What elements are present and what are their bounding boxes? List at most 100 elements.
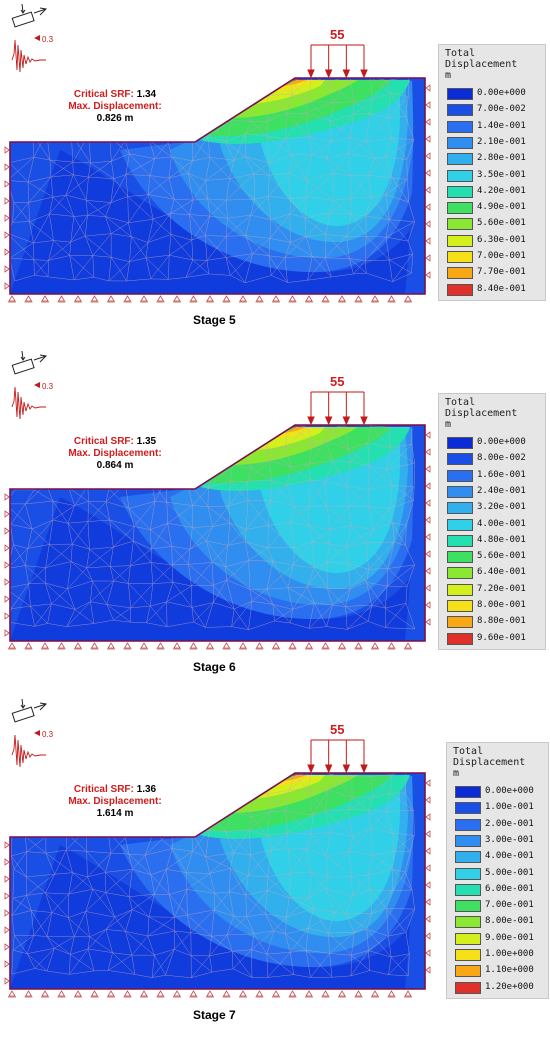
stage-label: Stage 5 [193, 313, 236, 327]
max-displacement-label: Max. Displacement: [60, 448, 170, 460]
pin-support-icon [124, 296, 132, 302]
legend-title-line: m [445, 419, 517, 430]
roller-support-icon [5, 266, 9, 272]
legend-value: 1.00e-001 [485, 802, 534, 812]
legend-value: 0.00e+000 [477, 437, 526, 447]
legend-value: 8.40e-001 [477, 284, 526, 294]
roller-support-icon [426, 238, 430, 244]
stage-label: Stage 6 [193, 660, 236, 674]
pin-support-icon [41, 991, 49, 997]
legend-value: 4.20e-001 [477, 186, 526, 196]
legend-swatch [447, 202, 473, 214]
roller-support-icon [426, 780, 430, 786]
pin-support-icon [206, 991, 214, 997]
roller-support-icon [426, 221, 430, 227]
roller-support-icon [426, 797, 430, 803]
legend-value: 2.10e-001 [477, 137, 526, 147]
pin-support-icon [91, 296, 99, 302]
pin-support-icon [272, 991, 280, 997]
pin-support-icon [8, 643, 16, 649]
legend-value: 1.20e+000 [485, 982, 534, 992]
roller-support-icon [5, 876, 9, 882]
pin-support-icon [289, 643, 297, 649]
pin-support-icon [322, 296, 330, 302]
roller-support-icon [426, 102, 430, 108]
legend-swatch [447, 519, 473, 531]
pin-support-icon [8, 991, 16, 997]
legend-value: 2.00e-001 [485, 819, 534, 829]
pin-support-icon [107, 296, 115, 302]
pin-support-icon [338, 991, 346, 997]
legend-value: 7.00e-001 [485, 900, 534, 910]
pin-support-icon [140, 643, 148, 649]
pin-support-icon [305, 296, 313, 302]
roller-support-icon [5, 927, 9, 933]
legend-swatch [447, 218, 473, 230]
pin-support-icon [404, 643, 412, 649]
pin-support-icon [206, 643, 214, 649]
pin-support-icon [74, 296, 82, 302]
roller-support-icon [5, 613, 9, 619]
legend-swatch [455, 900, 481, 912]
pin-support-icon [322, 643, 330, 649]
legend-swatch [455, 819, 481, 831]
legend-value: 8.00e-001 [477, 600, 526, 610]
roller-support-icon [426, 814, 430, 820]
pin-support-icon [256, 643, 264, 649]
pin-support-icon [25, 296, 33, 302]
pin-support-icon [41, 296, 49, 302]
pin-support-icon [371, 643, 379, 649]
pin-support-icon [223, 991, 231, 997]
roller-support-icon [5, 164, 9, 170]
legend-value: 3.20e-001 [477, 502, 526, 512]
legend-swatch [447, 584, 473, 596]
max-displacement-value: 1.614 m [60, 808, 170, 819]
roller-support-icon [426, 585, 430, 591]
seismic-waveform-icon [12, 40, 46, 72]
pin-support-icon [25, 991, 33, 997]
pin-support-icon [190, 296, 198, 302]
pin-support-icon [91, 991, 99, 997]
legend-value: 7.70e-001 [477, 267, 526, 277]
legend-swatch [455, 835, 481, 847]
legend-value: 4.00e-001 [485, 851, 534, 861]
max-displacement-value: 0.826 m [60, 113, 170, 124]
roller-support-icon [5, 910, 9, 916]
roller-support-icon [426, 831, 430, 837]
roller-support-icon [426, 848, 430, 854]
roller-support-icon [426, 432, 430, 438]
legend-title-line: Displacement [453, 757, 525, 768]
roller-support-icon [426, 272, 430, 278]
legend-swatch [447, 170, 473, 182]
roller-support-icon [426, 602, 430, 608]
legend-value: 7.00e-002 [477, 104, 526, 114]
legend-title-line: Total [445, 397, 517, 408]
pin-support-icon [404, 991, 412, 997]
legend-value: 4.80e-001 [477, 535, 526, 545]
legend-swatch [447, 633, 473, 645]
roller-support-icon [426, 136, 430, 142]
legend-swatch [447, 567, 473, 579]
roller-support-icon [5, 249, 9, 255]
legend-swatch [447, 153, 473, 165]
legend-swatch [455, 786, 481, 798]
legend-swatch [447, 470, 473, 482]
legend-value: 7.00e-001 [477, 251, 526, 261]
pin-support-icon [173, 296, 181, 302]
legend-value: 1.40e-001 [477, 121, 526, 131]
legend-value: 6.40e-001 [477, 567, 526, 577]
legend-value: 1.10e+000 [485, 965, 534, 975]
roller-support-icon [5, 283, 9, 289]
pin-support-icon [256, 991, 264, 997]
pin-support-icon [206, 296, 214, 302]
legend-swatch [455, 933, 481, 945]
legend-value: 3.00e-001 [485, 835, 534, 845]
roller-support-icon [426, 517, 430, 523]
pin-support-icon [107, 991, 115, 997]
distributed-load-icon [308, 740, 367, 772]
